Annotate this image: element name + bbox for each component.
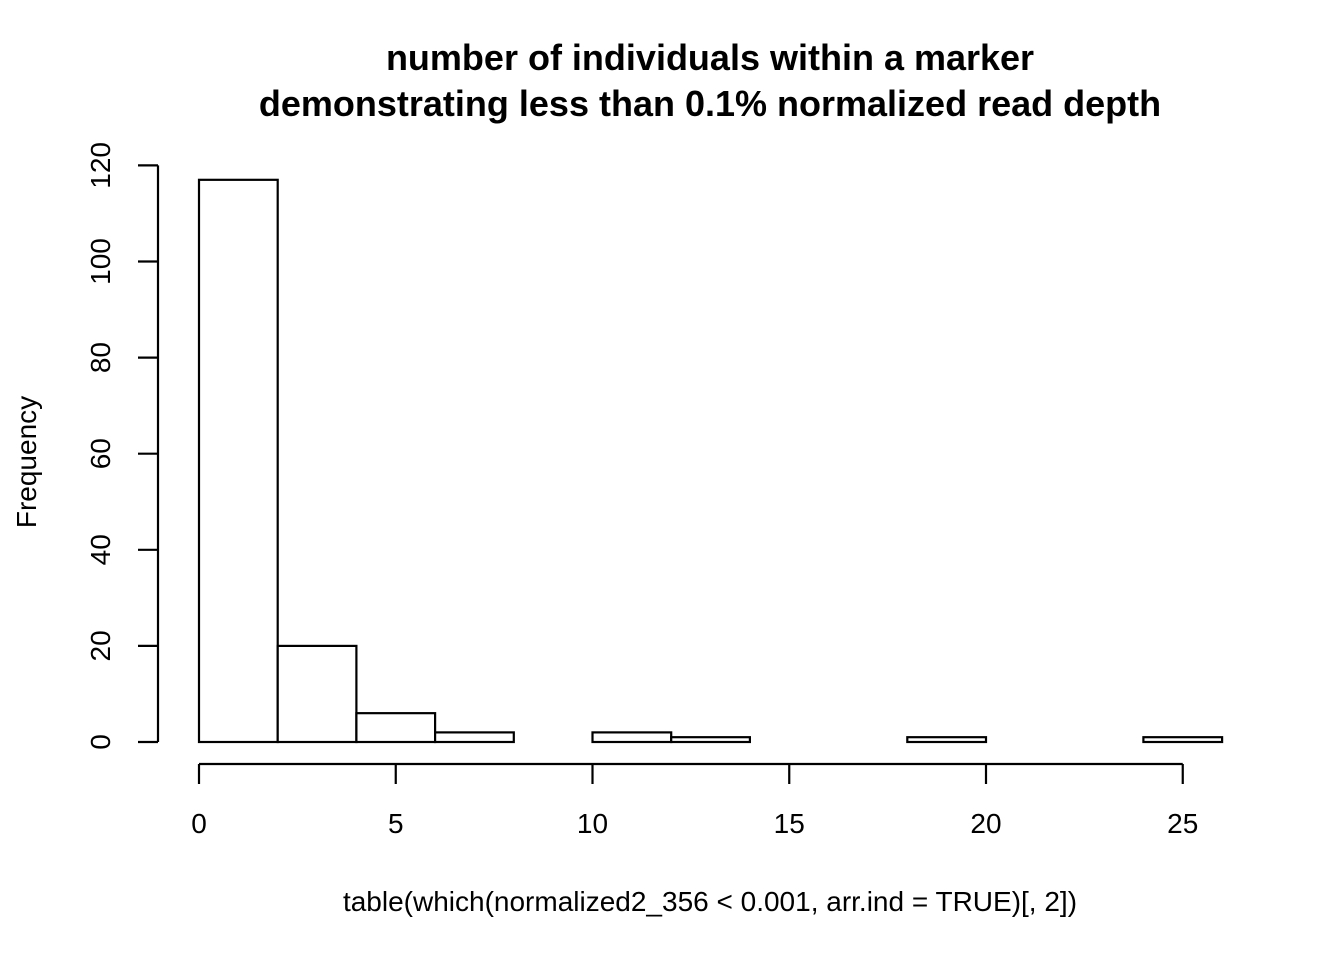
y-tick-label: 120 [85, 142, 116, 189]
histogram-bar [197, 178, 279, 744]
y-tick-label: 60 [85, 438, 116, 469]
x-tick-label: 10 [577, 808, 608, 839]
y-tick-label: 40 [85, 534, 116, 565]
x-tick-label: 20 [970, 808, 1001, 839]
histogram-bar [355, 712, 437, 744]
histogram-bar [906, 736, 988, 744]
histogram-bar [1142, 736, 1224, 744]
chart-title: number of individuals within a marker [386, 37, 1034, 78]
chart-subtitle: demonstrating less than 0.1% normalized … [259, 83, 1161, 124]
x-axis-label: table(which(normalized2_356 < 0.001, arr… [343, 886, 1077, 917]
x-tick-label: 25 [1167, 808, 1198, 839]
x-tick-label: 15 [774, 808, 805, 839]
histogram-bar [591, 731, 673, 744]
y-axis-label: Frequency [11, 396, 42, 528]
histogram-bar [276, 644, 358, 744]
y-axis: 0 20 40 60 80 100 120 [85, 142, 160, 750]
y-tick-label: 20 [85, 630, 116, 661]
histogram-bar [670, 736, 752, 744]
y-tick-label: 80 [85, 342, 116, 373]
x-tick-label: 0 [191, 808, 207, 839]
x-axis: 0 5 10 15 20 25 [191, 762, 1198, 839]
y-tick-label: 0 [85, 734, 116, 750]
histogram-bars [197, 178, 1224, 744]
y-tick-label: 100 [85, 238, 116, 285]
histogram-bar [434, 731, 515, 744]
x-tick-label: 5 [388, 808, 404, 839]
